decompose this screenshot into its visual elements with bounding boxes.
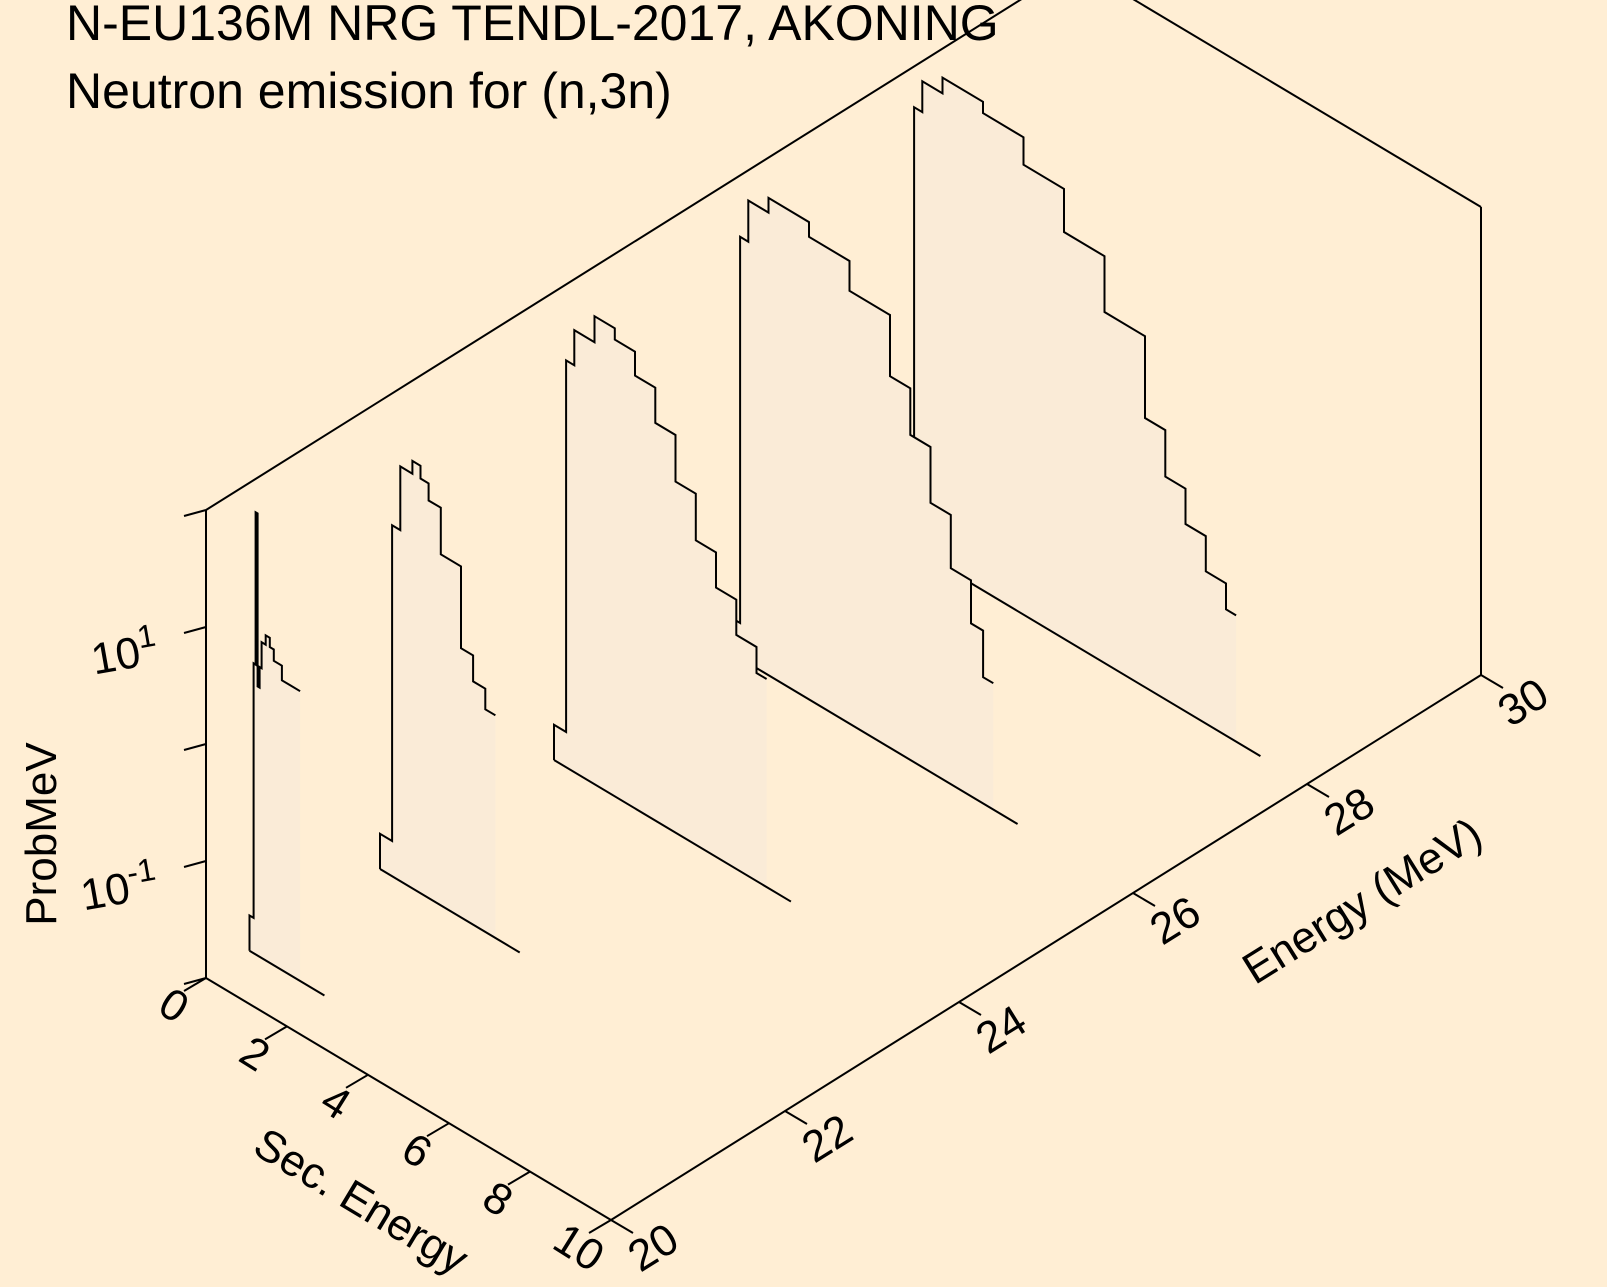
x-tick	[345, 1073, 369, 1089]
y-tick-label: 22	[794, 1105, 861, 1172]
slice-curve	[248, 510, 301, 951]
x-tick	[183, 977, 207, 992]
y-tick-label: 28	[1316, 778, 1383, 845]
spectrum-slice	[727, 196, 1019, 825]
z-axis-label: ProbMeV	[17, 742, 66, 926]
spectrum-slice	[248, 510, 325, 997]
x-axis-line	[205, 977, 612, 1221]
slice-curve	[379, 459, 496, 869]
slice-fill	[728, 197, 994, 810]
x-tick-label: 0	[150, 978, 197, 1033]
y-tick	[1306, 783, 1330, 798]
slice-curve	[727, 196, 994, 685]
x-tick-label: 2	[231, 1027, 278, 1082]
x-tick-label: 8	[474, 1172, 521, 1227]
y-tick	[610, 1219, 634, 1234]
z-tick-label: 10-1	[76, 851, 162, 921]
back-right-top-edge	[1132, 0, 1482, 208]
y-tick	[1132, 892, 1156, 907]
slice-curve	[901, 75, 1237, 617]
slice-baseline	[379, 868, 521, 954]
slice-baseline	[553, 759, 792, 903]
y-axis-line	[610, 674, 1482, 1221]
z-tick-label: 101	[86, 617, 162, 685]
x-tick	[507, 1170, 531, 1186]
x-axis-label: Sec. Energy	[246, 1119, 477, 1284]
axes-frame	[205, 0, 1482, 1221]
series-group	[248, 75, 1261, 997]
slice-fill	[380, 460, 496, 938]
y-tick	[958, 1001, 982, 1016]
slice-baseline	[248, 949, 325, 997]
y-tick	[1480, 674, 1504, 689]
x-tick	[588, 1219, 612, 1234]
y-tick-label: 26	[1142, 887, 1209, 954]
z-tick	[183, 977, 207, 985]
back-top-edge	[205, 0, 1023, 511]
z-tick-exp: -1	[124, 851, 158, 891]
z-tick-base: 10	[77, 864, 134, 921]
x-tick	[264, 1025, 288, 1041]
x-tick	[426, 1122, 450, 1138]
slice-fill	[554, 316, 767, 887]
y-tick-label: 24	[968, 996, 1035, 1063]
spectrum-slice	[553, 314, 792, 903]
z-tick-base: 10	[87, 628, 144, 685]
y-tick-label: 20	[620, 1214, 687, 1281]
spectrum-slice	[379, 459, 521, 954]
chart-subtitle: Neutron emission for (n,3n)	[66, 63, 672, 119]
x-tick-label: 6	[393, 1124, 440, 1179]
z-tick	[183, 743, 207, 751]
slice-fill	[249, 512, 301, 981]
z-tick-exp: 1	[134, 617, 158, 656]
slice-curve	[553, 314, 768, 760]
y-tick-label: 30	[1490, 669, 1557, 736]
z-tick	[183, 860, 207, 868]
y-tick	[784, 1110, 808, 1125]
y-axis-label: Energy (MeV)	[1234, 809, 1490, 994]
z-tick	[183, 509, 207, 517]
slice-baseline	[727, 650, 1019, 825]
chart-title: N-EU136M NRG TENDL-2017, AKONING	[66, 0, 999, 51]
z-tick	[183, 626, 207, 634]
x-tick-label: 4	[312, 1075, 359, 1130]
slice-fill	[902, 77, 1237, 742]
